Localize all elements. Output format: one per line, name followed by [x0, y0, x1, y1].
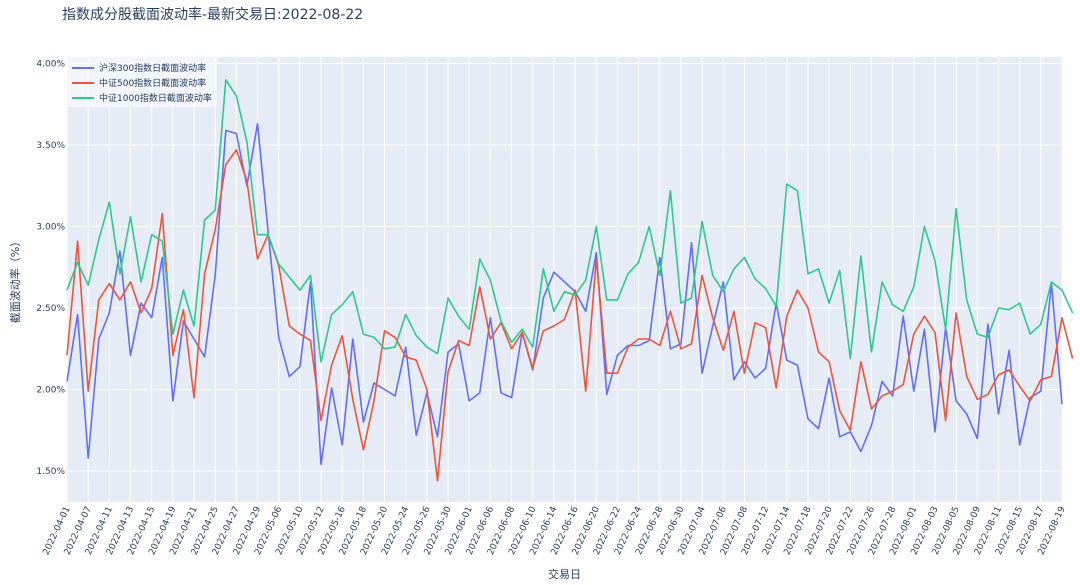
y-tick-label: 3.00% — [36, 223, 65, 233]
y-tick-labels: 1.50% 2.00% 2.50% 3.00% 3.50% 4.00% — [36, 60, 65, 478]
legend-label: 中证500指数日截面波动率 — [99, 77, 206, 89]
series-lines — [66, 79, 1074, 482]
y-tick-label: 4.00% — [36, 60, 65, 70]
y-tick-label: 3.50% — [36, 141, 65, 151]
series-line-0 — [66, 123, 1063, 466]
legend-label: 中证1000指数日截面波动率 — [99, 92, 212, 104]
series-line-1 — [66, 149, 1074, 482]
x-tick-labels: 2022-04-012022-04-072022-04-112022-04-13… — [42, 505, 1068, 557]
y-tick-label: 1.50% — [36, 467, 65, 477]
y-axis-label: 截面波动率（%） — [8, 236, 22, 323]
series-line-2 — [66, 79, 1074, 363]
y-tick-label: 2.00% — [36, 386, 65, 396]
chart-title: 指数成分股截面波动率-最新交易日:2022-08-22 — [62, 7, 364, 23]
legend-label: 沪深300指数日截面波动率 — [99, 62, 206, 74]
y-tick-label: 2.50% — [36, 304, 65, 314]
grid-lines — [66, 57, 1063, 502]
plot-area — [67, 57, 1062, 502]
x-axis-label: 交易日 — [548, 567, 581, 581]
